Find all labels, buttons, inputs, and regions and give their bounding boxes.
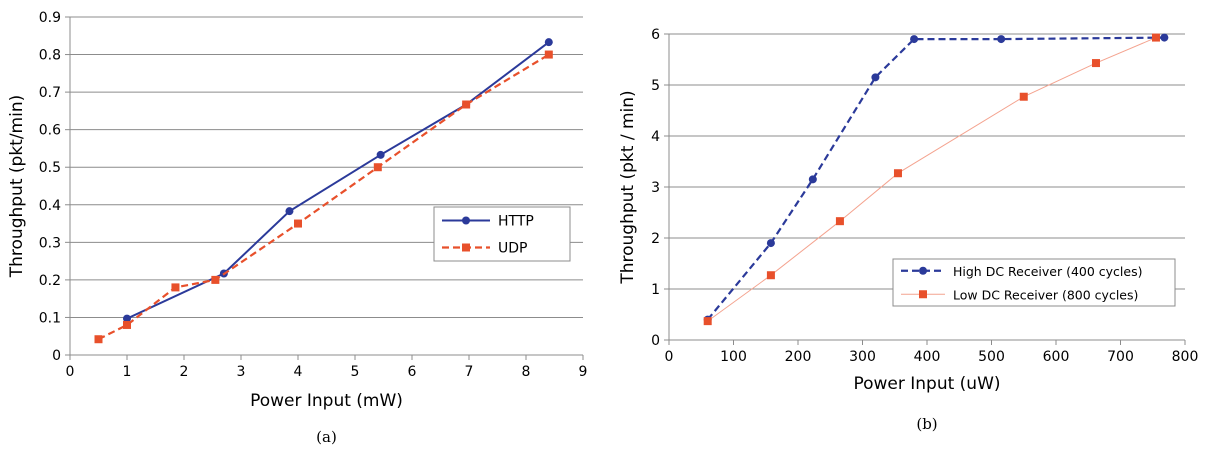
chart-caption: (a) [316, 428, 337, 446]
data-point [285, 207, 294, 216]
data-point [766, 239, 775, 248]
data-point [910, 35, 919, 44]
y-tick-label: 0 [52, 348, 61, 364]
data-point [123, 314, 131, 323]
x-tick-label: 0 [665, 349, 674, 365]
data-point [376, 150, 385, 159]
data-point [373, 163, 382, 172]
data-point [94, 335, 103, 344]
x-tick-label: 3 [237, 364, 246, 380]
data-point [1091, 59, 1100, 68]
x-tick-label: 4 [294, 364, 303, 380]
data-point [893, 169, 902, 178]
data-point [1160, 33, 1169, 42]
y-tick-label: 6 [651, 27, 660, 43]
legend-marker [919, 266, 927, 275]
x-tick-label: 700 [1107, 349, 1134, 365]
data-point [766, 271, 775, 280]
x-tick-label: 0 [66, 364, 75, 380]
data-point [544, 38, 553, 47]
data-point [997, 35, 1006, 44]
chart-b: 0 100 200 300 400 500 600 700 800 0 1 2 3 4 5 6 Power In… [618, 27, 1198, 433]
legend-label: UDP [498, 241, 527, 257]
legend-box [892, 258, 1176, 307]
x-tick-label: 300 [849, 349, 876, 365]
data-point [211, 275, 220, 284]
x-tick-label: 8 [522, 364, 531, 380]
data-point [835, 217, 844, 226]
data-point [703, 317, 712, 326]
y-tick-label: 0.4 [39, 198, 61, 214]
y-tick-label: 0.7 [39, 85, 61, 101]
data-point [294, 219, 302, 228]
x-axis-label: Power Input (mW) [250, 391, 403, 411]
series-1 [94, 50, 553, 344]
y-tick-label: 0.5 [39, 160, 61, 176]
chart-a: 0 1 2 3 4 5 6 7 8 9 0 0.1 0.2 0.3 0.4 0.5 0.6 0.7 0.8 0.9 Po… [7, 10, 587, 446]
y-tick-label: 2 [651, 231, 660, 247]
legend-label: Low DC Receiver (800 cycles) [953, 287, 1138, 302]
series-line [126, 41, 550, 320]
x-tick-label: 200 [785, 349, 812, 365]
x-tick-label: 500 [978, 349, 1005, 365]
series-1 [703, 33, 1160, 326]
data-point [871, 73, 880, 82]
x-tick-label: 2 [180, 364, 189, 380]
legend-marker [462, 216, 470, 225]
y-tick-label: 0.1 [39, 310, 61, 326]
y-tick-label: 5 [651, 78, 660, 94]
x-tick-label: 800 [1172, 349, 1199, 365]
legend-marker [462, 243, 470, 252]
x-tick-label: 400 [914, 349, 941, 365]
y-tick-label: 0.9 [39, 10, 61, 26]
data-point [123, 320, 131, 329]
legend-marker [919, 290, 927, 299]
legend: High DC Receiver (400 cycles) Low DC Rece… [892, 258, 1176, 307]
legend-label: High DC Receiver (400 cycles) [953, 264, 1142, 279]
x-tick-label: 9 [579, 364, 588, 380]
y-tick-label: 3 [651, 180, 660, 196]
chart-caption: (b) [916, 415, 937, 433]
x-tick-label: 7 [465, 364, 474, 380]
x-tick-label: 100 [720, 349, 747, 365]
y-tick-label: 0.2 [39, 273, 61, 289]
y-tick-label: 1 [651, 282, 660, 298]
y-tick-label: 0 [651, 333, 660, 349]
series-line [98, 53, 550, 341]
y-tick-label: 0.3 [39, 235, 61, 251]
y-axis-label: Throughput (pkt / min) [618, 90, 638, 284]
x-tick-label: 6 [408, 364, 417, 380]
x-tick-label: 5 [351, 364, 360, 380]
y-tick-label: 0.6 [39, 123, 61, 139]
data-point [462, 100, 471, 109]
x-axis-label: Power Input (uW) [853, 374, 1000, 394]
data-point [808, 175, 817, 184]
data-point [1151, 33, 1160, 42]
y-tick-label: 0.8 [39, 48, 61, 64]
x-tick-label: 1 [123, 364, 132, 380]
legend-box [433, 206, 571, 262]
legend-label: HTTP [498, 214, 534, 230]
legend: HTTP UDP [433, 206, 571, 262]
x-tick-label: 600 [1043, 349, 1070, 365]
data-point [171, 283, 180, 292]
y-tick-label: 4 [651, 129, 660, 145]
data-point [1019, 92, 1028, 101]
data-point [544, 50, 553, 59]
y-axis-label: Throughput (pkt/min) [7, 95, 27, 279]
